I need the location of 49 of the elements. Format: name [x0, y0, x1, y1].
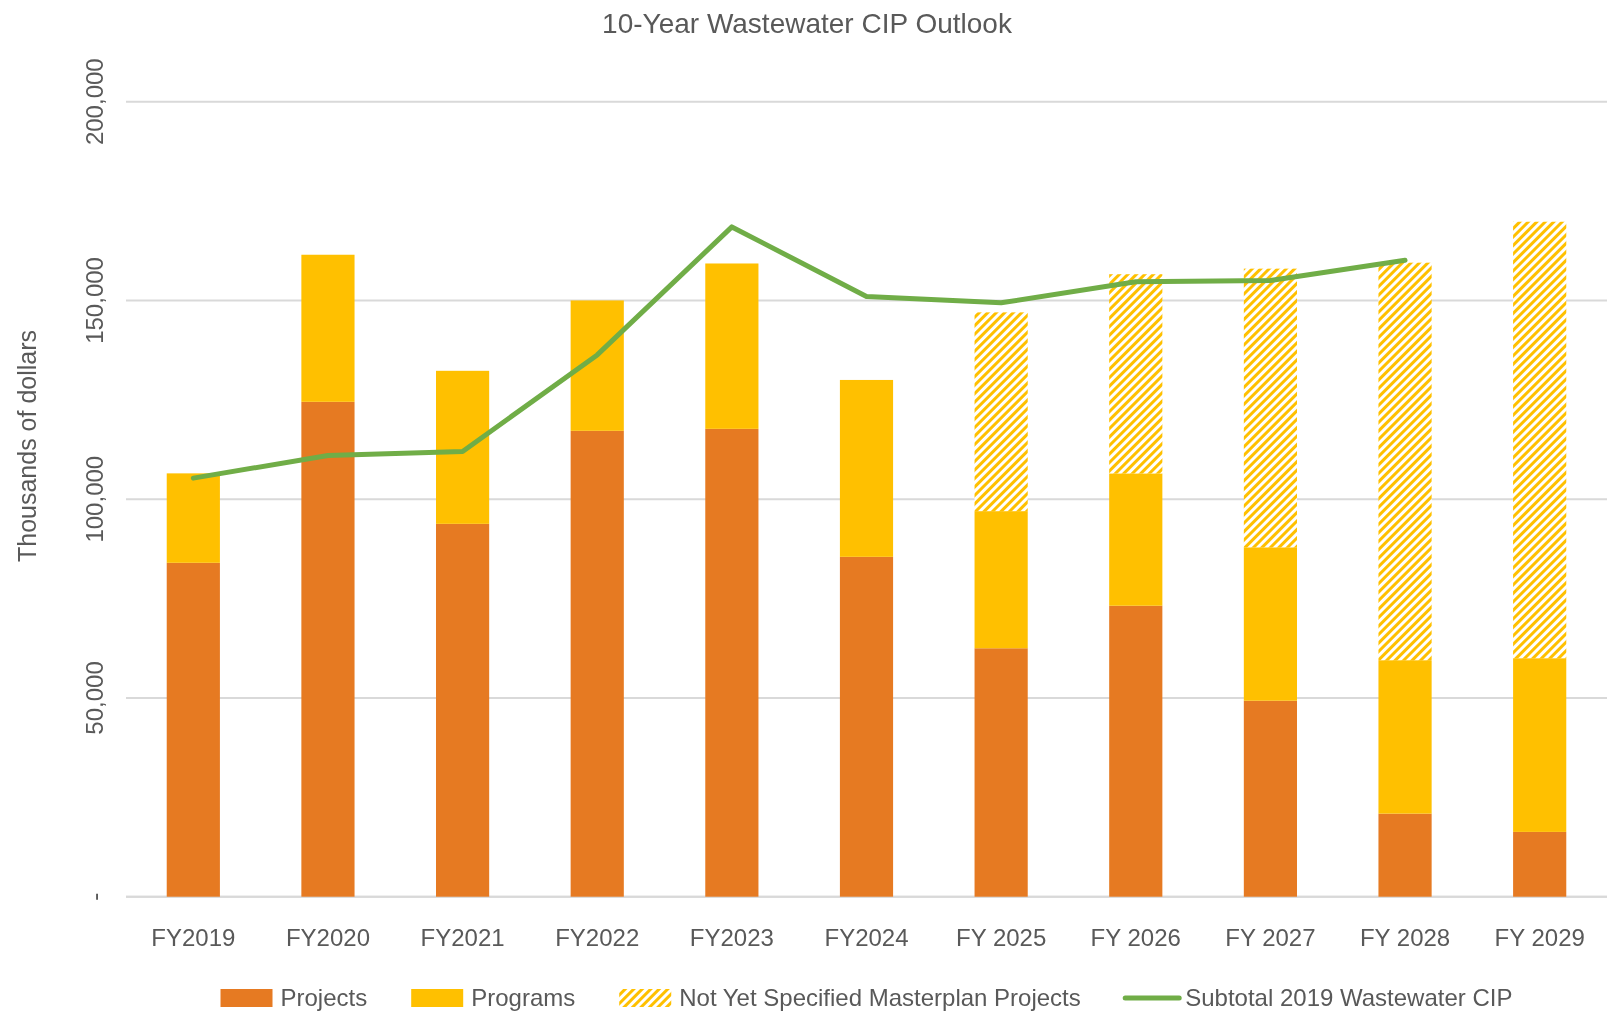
- bar: [1243, 268, 1297, 548]
- bar: [570, 300, 624, 431]
- bar: [974, 511, 1028, 649]
- legend-label: Not Yet Specified Masterplan Projects: [679, 984, 1081, 1012]
- bar: [436, 523, 490, 897]
- y-tick-label: 200,000: [81, 58, 109, 146]
- y-tick-label: -: [81, 892, 109, 901]
- chart-title: 10-Year Wastewater CIP Outlook: [602, 7, 1013, 39]
- bar: [705, 263, 759, 429]
- bar: [1378, 813, 1432, 897]
- bar: [1513, 221, 1567, 659]
- x-tick-label: FY 2025: [955, 924, 1047, 952]
- bar: [166, 473, 220, 563]
- bar: [1378, 660, 1432, 814]
- x-tick-label: FY 2026: [1090, 924, 1181, 952]
- x-tick-label: FY2021: [420, 924, 505, 952]
- y-axis-title: Thousands of dollars: [12, 329, 41, 563]
- y-tick-label: 50,000: [81, 661, 109, 735]
- legend-label: Projects: [280, 984, 368, 1012]
- bar: [1109, 473, 1163, 606]
- x-tick-label: FY2023: [689, 924, 774, 952]
- x-tick-label: FY2019: [151, 924, 236, 952]
- y-tick-label: 150,000: [81, 257, 109, 344]
- bar: [436, 370, 490, 524]
- bar: [1109, 274, 1163, 474]
- bar: [1378, 262, 1432, 661]
- x-tick-label: FY2024: [824, 924, 909, 952]
- x-tick-label: FY 2027: [1225, 924, 1316, 952]
- bar: [1513, 658, 1567, 832]
- bar: [1109, 605, 1163, 897]
- bar: [166, 562, 220, 897]
- bar: [1513, 831, 1567, 897]
- bar: [1243, 547, 1297, 701]
- bar: [705, 428, 759, 897]
- legend-label: Subtotal 2019 Wastewater CIP: [1185, 984, 1513, 1012]
- x-tick-label: FY2020: [285, 924, 370, 952]
- bar: [839, 379, 894, 557]
- bar: [974, 648, 1028, 897]
- bar: [1243, 700, 1297, 897]
- bar: [839, 556, 894, 897]
- bar: [301, 401, 355, 897]
- legend-label: Programs: [471, 984, 576, 1012]
- bar: [974, 312, 1028, 512]
- bar: [301, 254, 355, 402]
- x-tick-label: FY 2028: [1359, 924, 1451, 952]
- x-tick-label: FY 2029: [1494, 924, 1585, 952]
- x-tick-label: FY2022: [555, 924, 640, 952]
- bar: [570, 430, 624, 897]
- y-tick-label: 100,000: [81, 455, 109, 543]
